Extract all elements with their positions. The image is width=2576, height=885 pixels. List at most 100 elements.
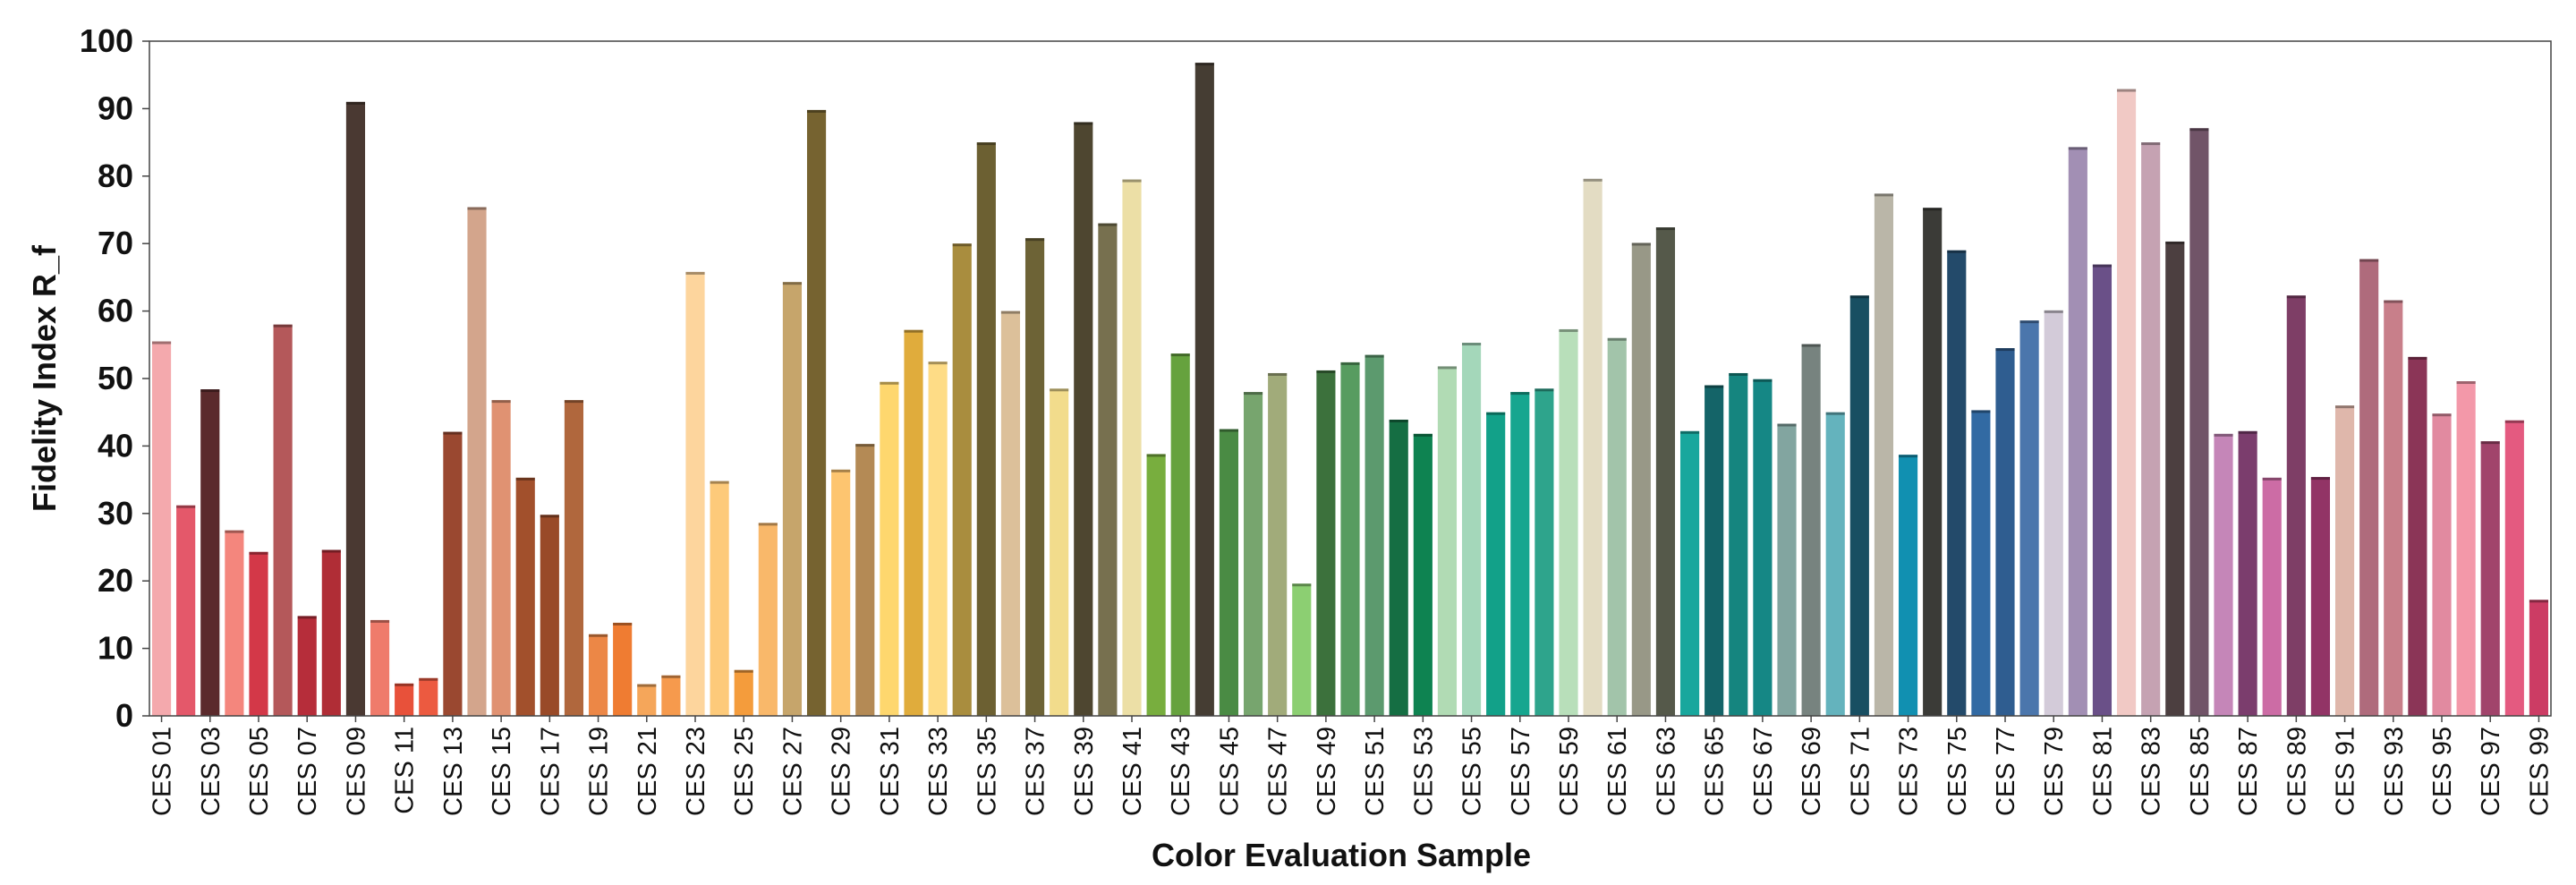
x-tick-label: CES 65 [1701,727,1730,816]
x-tick-label: CES 07 [293,727,322,816]
bar-cap [1947,250,1967,253]
bar-cap [2141,142,2161,146]
bar-cap [1607,337,1627,341]
bar-cap [1461,343,1482,346]
bar-ces-20 [613,622,633,716]
bar-cap [661,675,681,678]
bar-cap [2044,310,2063,313]
bar-ces-12 [419,677,438,716]
bar-cap [1292,583,1312,587]
bar-ces-18 [564,400,584,716]
bar-cap [710,481,729,484]
bar-cap [685,271,705,275]
bar-ces-35 [976,142,996,717]
bar-ces-72 [1874,193,1894,716]
bar-ces-36 [1000,311,1021,716]
y-tick-label: 40 [98,427,133,464]
bar-cap [782,282,803,285]
x-tick-label: CES 73 [1895,727,1924,816]
bar-cap [2165,241,2185,244]
x-tick-label: CES 63 [1652,727,1680,816]
x-tick-label: CES 89 [2283,727,2311,816]
x-tick-label: CES 49 [1313,727,1341,816]
x-tick-label: CES 81 [2088,727,2117,816]
bar-ces-17 [540,515,559,716]
x-tick-label: CES 23 [682,727,710,816]
x-axis-title: Color Evaluation Sample [1152,837,1531,873]
bar-ces-68 [1777,423,1797,716]
x-tick-label: CES 13 [439,727,468,816]
bar-cap [1777,423,1797,427]
bar-cap [1365,354,1384,358]
bar-cap [2359,259,2379,262]
bar-cap [758,523,778,526]
bar-cap [2214,433,2233,437]
bar-cap [345,101,366,105]
bar-ces-07 [297,616,317,716]
y-tick-label: 90 [98,89,133,126]
bar-cap [855,444,875,447]
bar-cap [491,400,511,404]
bar-cap [2432,413,2452,417]
bar-cap [904,329,923,333]
bar-ces-33 [928,362,948,716]
bar-cap [297,616,317,619]
bar-cap [734,669,753,673]
bar-cap [200,389,220,393]
x-tick-label: CES 19 [585,727,614,816]
bar-cap [1923,208,1943,211]
bar-ces-98 [2504,420,2524,716]
bar-ces-03 [200,389,220,716]
bar-ces-47 [1268,372,1288,716]
bar-cap [1655,227,1676,231]
x-tick-label: CES 85 [2186,727,2215,816]
bar-cap [1413,433,1433,437]
bar-ces-24 [710,481,729,716]
y-axis: 0 10 20 30 40 50 60 70 80 90 100 [80,22,149,734]
bar-cap [1122,179,1142,183]
bar-ces-16 [515,477,535,716]
bar-ces-55 [1461,343,1482,716]
bar-ces-84 [2165,241,2185,716]
x-tick-label: CES 39 [1070,727,1099,816]
x-tick-label: CES 17 [536,727,565,816]
bar-ces-19 [588,634,608,716]
bar-ces-74 [1923,208,1943,717]
bar-cap [928,362,948,365]
x-tick-label: CES 95 [2428,727,2457,816]
bar-cap [1243,392,1263,396]
x-tick-label: CES 87 [2234,727,2263,816]
bar-cap [273,324,293,328]
bar-ces-97 [2480,441,2500,716]
bar-ces-62 [1631,243,1651,716]
x-tick-label: CES 77 [1992,727,2020,816]
bar-ces-60 [1583,178,1603,716]
bar-cap [1316,370,1336,373]
bar-ces-27 [782,282,803,716]
bar-ces-80 [2068,147,2087,716]
bar-cap [976,142,996,146]
bar-cap [1194,63,1214,66]
bar-cap [1898,455,1918,458]
bar-ces-23 [685,271,705,716]
bar-cap [1024,238,1045,242]
bar-cap [1146,454,1166,457]
bar-cap [1825,412,1845,415]
y-tick-label: 70 [98,225,133,261]
x-tick-label: CES 15 [488,727,516,816]
y-tick-label: 60 [98,293,133,329]
x-tick-label: CES 69 [1798,727,1826,816]
bar-ces-87 [2238,430,2257,716]
bar-ces-56 [1486,412,1506,716]
bar-ces-82 [2116,89,2137,716]
bar-cap [2116,89,2137,92]
bar-ces-52 [1389,419,1408,716]
bar-ces-26 [758,523,778,716]
bar-ces-61 [1607,337,1627,716]
x-tick-label: CES 57 [1507,727,1535,816]
bar-cap [151,341,172,345]
bar-ces-57 [1510,392,1530,716]
x-tick-label: CES 83 [2138,727,2166,816]
y-tick-label: 30 [98,495,133,532]
